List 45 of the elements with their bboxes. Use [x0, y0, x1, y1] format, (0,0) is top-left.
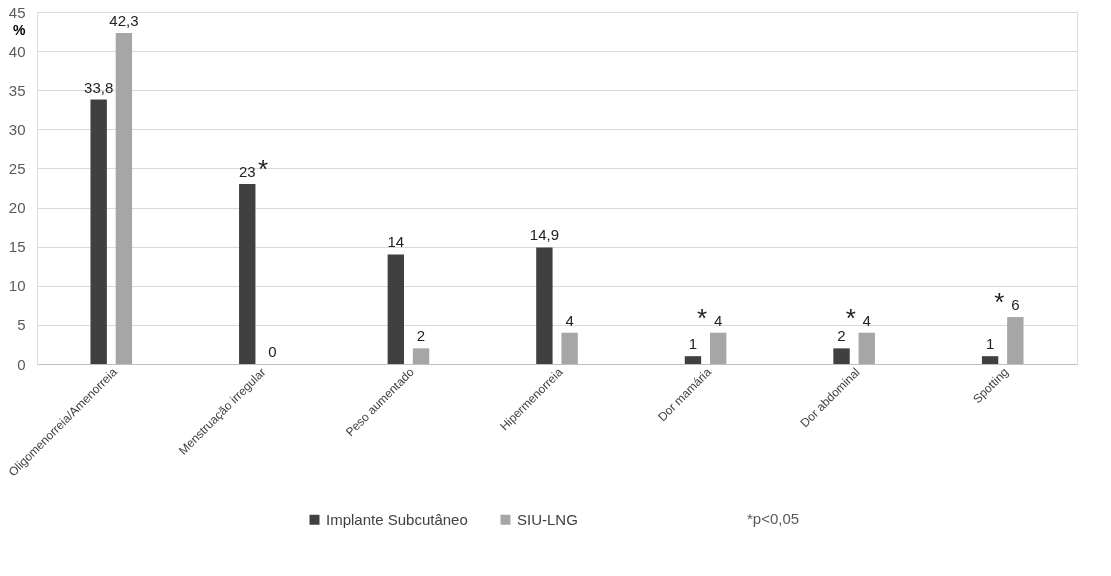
bar: [858, 332, 875, 364]
bar: [412, 348, 430, 364]
y-tick-label: 5: [17, 316, 26, 334]
data-label: 14,9: [529, 226, 559, 244]
bar: [90, 99, 107, 364]
y-tick-label: 45: [8, 3, 26, 21]
data-label: 23: [238, 163, 256, 181]
y-tick-label: 30: [8, 120, 26, 138]
bar: [387, 254, 405, 364]
text: *p<0,05: [747, 510, 800, 527]
annotation: *: [994, 287, 1005, 318]
data-label: 14: [387, 233, 405, 251]
bar: [536, 247, 553, 364]
bar: [115, 33, 133, 364]
bar: [561, 332, 578, 364]
y-tick-label: 35: [8, 81, 26, 99]
data-label: 0: [268, 343, 277, 360]
data-label: 4: [862, 311, 871, 329]
annotation: *: [697, 302, 708, 333]
data-label: 2: [416, 327, 426, 345]
data-label: 42,3: [109, 12, 139, 30]
bar: [684, 356, 702, 364]
bar: [709, 332, 727, 364]
y-tick-label: 0: [17, 355, 26, 373]
bar: [833, 348, 850, 364]
legend-label: Implante Subcutâneo: [326, 510, 468, 528]
y-tick-label: 25: [8, 159, 26, 177]
annotation: *: [845, 302, 856, 333]
data-label: 4: [714, 311, 723, 329]
y-tick-label: 10: [8, 277, 26, 295]
data-label: 1: [985, 335, 995, 353]
data-label: 33,8: [84, 78, 114, 96]
bar: [981, 356, 999, 364]
y-tick-label: 15: [8, 238, 26, 256]
annotation: *: [257, 154, 269, 184]
legend-label: SIU-LNG: [517, 510, 578, 528]
data-label: 2: [837, 327, 846, 345]
bar: [1007, 317, 1024, 364]
y-axis-title: %: [13, 21, 27, 38]
y-tick-label: 40: [8, 42, 26, 60]
data-label: 6: [1011, 296, 1020, 314]
data-label: 1: [688, 335, 698, 353]
y-tick-label: 20: [8, 199, 26, 217]
bar: [239, 184, 256, 364]
data-label: 4: [565, 311, 574, 329]
